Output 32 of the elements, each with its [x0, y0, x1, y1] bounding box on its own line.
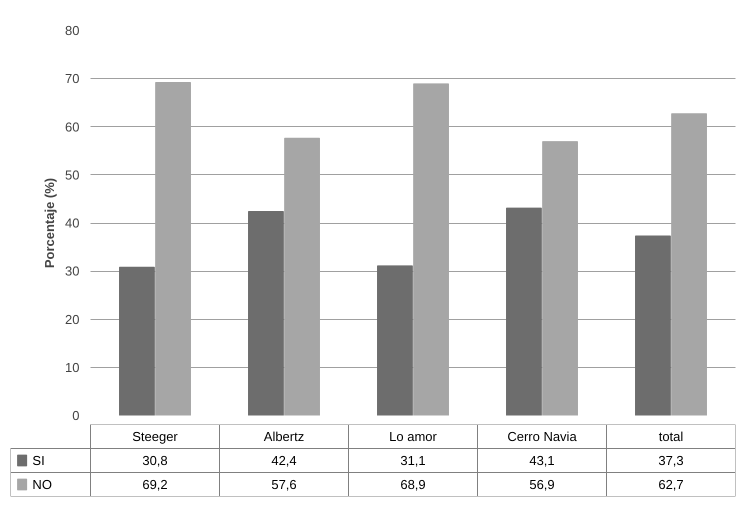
y-tick-label: 50	[65, 167, 80, 182]
data-label: 43,1	[529, 453, 555, 468]
bar	[248, 210, 284, 416]
data-label: 57,6	[271, 477, 297, 492]
bar	[119, 266, 155, 416]
x-tick-label: Cerro Navia	[507, 429, 578, 444]
x-tick-label: Albertz	[264, 429, 304, 444]
data-label: 31,1	[400, 453, 426, 468]
x-tick-label: Steeger	[132, 429, 178, 444]
y-tick-label: 10	[65, 360, 80, 375]
y-axis-title: Porcentaje (%)	[42, 178, 58, 268]
x-tick-label: Lo amor	[389, 429, 438, 444]
data-label: 37,3	[658, 453, 684, 468]
data-label: 69,2	[142, 477, 168, 492]
y-tick-label: 30	[65, 264, 80, 279]
y-tick-label: 80	[65, 23, 80, 38]
y-tick-label: 20	[65, 312, 80, 327]
y-tick-label: 40	[65, 216, 80, 230]
bar	[635, 235, 671, 416]
data-label: 68,9	[400, 477, 426, 492]
legend-label: NO	[32, 477, 52, 492]
bar	[377, 265, 413, 416]
y-tick-label: 0	[72, 408, 80, 423]
x-tick-label: total	[658, 429, 684, 444]
data-label: 56,9	[529, 477, 555, 492]
bar	[506, 208, 542, 416]
data-label: 30,8	[142, 453, 168, 468]
legend-label: SI	[32, 453, 45, 468]
y-tick-label: 70	[65, 71, 80, 86]
data-label: 62,7	[658, 477, 684, 492]
data-label: 42,4	[271, 453, 297, 468]
y-tick-label: 60	[65, 119, 80, 134]
